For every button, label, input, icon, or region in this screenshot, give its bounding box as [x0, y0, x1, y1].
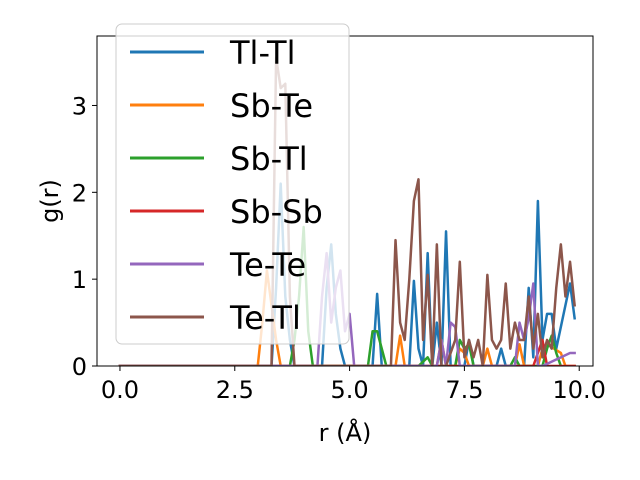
legend-label-tl-tl: Tl-Tl: [229, 34, 295, 72]
x-axis-label: r (Å): [319, 418, 372, 447]
legend-label-sb-sb: Sb-Sb: [230, 193, 323, 231]
y-tick-label: 3: [72, 92, 87, 120]
y-tick-label: 1: [72, 266, 87, 294]
x-axis: 0.0 2.5 5.0 7.5 10.0: [101, 366, 606, 404]
y-axis: 0 1 2 3: [72, 92, 97, 381]
x-tick-label: 5.0: [331, 376, 369, 404]
legend: Tl-Tl Sb-Te Sb-Tl Sb-Sb Te-Te Te-Tl: [115, 23, 350, 345]
y-tick-label: 2: [72, 179, 87, 207]
legend-label-sb-tl: Sb-Tl: [230, 140, 308, 178]
legend-label-sb-te: Sb-Te: [230, 87, 313, 125]
legend-label-te-te: Te-Te: [229, 246, 306, 284]
legend-label-te-tl: Te-Tl: [229, 299, 301, 337]
series-line-te-tl: [118, 56, 577, 366]
y-tick-label: 0: [72, 353, 87, 381]
legend-box: [115, 23, 350, 345]
x-tick-label: 0.0: [101, 376, 139, 404]
x-tick-label: 2.5: [216, 376, 254, 404]
x-tick-label: 10.0: [553, 376, 606, 404]
series-line-tl-tl: [118, 182, 577, 366]
y-axis-label: g(r): [36, 179, 64, 223]
x-tick-label: 7.5: [445, 376, 483, 404]
